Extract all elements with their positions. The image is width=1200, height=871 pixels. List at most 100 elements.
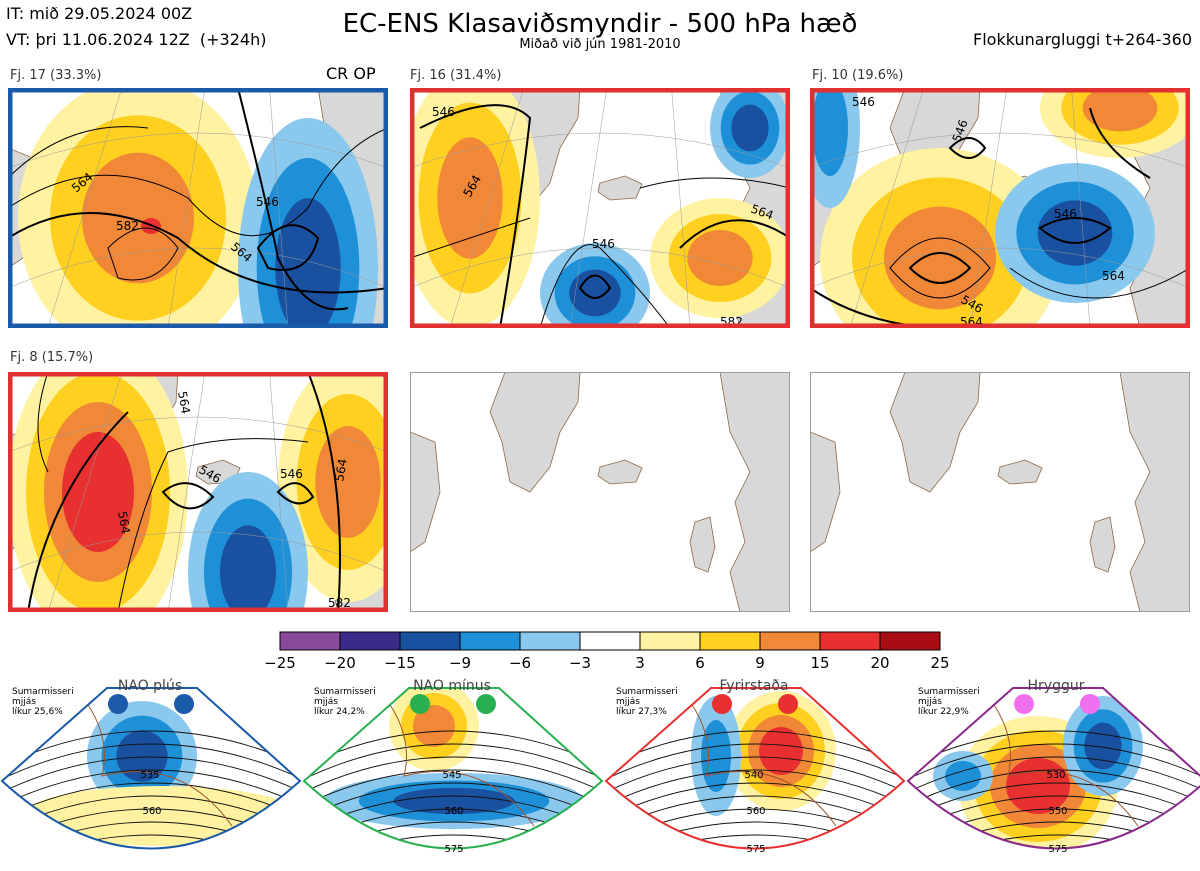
- negative-anomaly: [238, 118, 378, 328]
- contour-line: [908, 252, 972, 284]
- greenland-shape: [489, 372, 581, 493]
- colorbar-swatch: [579, 631, 641, 651]
- contour-line: [639, 177, 790, 189]
- regime-contour: [304, 730, 602, 767]
- regime-name: NAO mínus: [413, 678, 491, 694]
- empty-map-1: [410, 372, 790, 612]
- iceland-shape: [597, 459, 643, 485]
- regime-contour-label: 560: [444, 806, 463, 817]
- regime-contour: [2, 769, 300, 806]
- america-shape: [810, 431, 841, 553]
- regime-info: Sumarmisseri: [616, 687, 678, 697]
- contour-line: [237, 88, 349, 311]
- regime-contour-label: 575: [1048, 844, 1067, 855]
- page-subtitle: Miðað við jún 1981-2010: [519, 37, 681, 52]
- regime-info: Sumarmisseri: [918, 687, 980, 697]
- colorbar-tick: −25: [264, 654, 296, 672]
- regime-info: líkur 27,3%: [616, 707, 667, 717]
- contour-line: [539, 244, 671, 328]
- contour-label: 564: [115, 510, 133, 535]
- contour-label: 546: [432, 105, 455, 119]
- regime-border: [0, 687, 302, 850]
- land-outline: [410, 372, 790, 612]
- regime-dot: [410, 694, 430, 714]
- regime-name: Fyrirstaða: [720, 678, 789, 694]
- colorbar-swatch: [819, 631, 881, 651]
- page-title: EC-ENS Klasaviðsmyndir - 500 hPa hæð: [342, 9, 858, 39]
- cluster-border: [810, 88, 1190, 328]
- colorbar-swatch: [759, 631, 821, 651]
- cluster-map-3: 546 546 546 564 546 564: [810, 88, 1190, 328]
- negative-anomaly: [188, 472, 308, 612]
- regime-name: NAO plús: [118, 678, 182, 694]
- colorbar-tick: 9: [755, 654, 765, 672]
- colorbar-swatch: [459, 631, 521, 651]
- graticule: [8, 372, 388, 612]
- regime-dot: [778, 694, 798, 714]
- regime-contour-label: 540: [744, 770, 763, 781]
- europe-shape: [1119, 372, 1190, 612]
- colorbar-tick: 3: [635, 654, 645, 672]
- contour-line: [1009, 267, 1190, 299]
- regime-dot: [1080, 694, 1100, 714]
- positive-anomaly: [410, 88, 540, 328]
- regime-info: Sumarmisseri: [314, 687, 376, 697]
- regime-info: líkur 22,9%: [918, 707, 969, 717]
- valid-time: VT: þri 11.06.2024 12Z (+324h): [6, 30, 267, 49]
- contour-line: [37, 372, 49, 473]
- regime-border: [906, 687, 1200, 850]
- initial-time: IT: mið 29.05.2024 00Z: [6, 4, 193, 23]
- regime-info: líkur 24,2%: [314, 707, 365, 717]
- regime-border: [604, 687, 906, 850]
- regime-contour: [304, 769, 602, 806]
- colorbar-swatch: [879, 631, 941, 651]
- colorbar-tick: −6: [509, 654, 531, 672]
- contour-line: [889, 237, 991, 299]
- regime-contour: [606, 834, 904, 849]
- negative-anomaly: [1063, 696, 1143, 796]
- colorbar-swatch: [699, 631, 761, 651]
- british-isles-shape: [1089, 516, 1116, 573]
- regime-info: Sumarmisseri: [12, 687, 74, 697]
- regime-contour: [908, 730, 1200, 767]
- regime-contour-label: 575: [444, 844, 463, 855]
- regime-contour: [2, 756, 300, 793]
- regime-contour-label: 535: [140, 770, 159, 781]
- contour-line: [161, 482, 215, 510]
- colorbar-swatch: [279, 631, 341, 651]
- regime-contour: [606, 769, 904, 806]
- crop-label: CR OP: [326, 64, 376, 83]
- contour-line: [419, 104, 532, 328]
- regime-contour-label: 575: [746, 844, 765, 855]
- europe-shape: [719, 372, 790, 612]
- regime-contour: [908, 769, 1200, 806]
- cluster-label: Fj. 8 (15.7%): [10, 350, 94, 365]
- regime-contour: [606, 743, 904, 780]
- contour-label: 564: [175, 390, 193, 415]
- cluster-map-2: 546 564 546 564 582: [410, 88, 790, 328]
- regime-coastline: [987, 695, 1139, 827]
- regime-contour-label: 545: [442, 770, 461, 781]
- cluster-label: Fj. 16 (31.4%): [410, 68, 502, 83]
- cluster-border: [8, 88, 388, 328]
- contour-label: 582: [328, 596, 351, 610]
- negative-anomaly: [810, 88, 860, 208]
- contour-line: [307, 372, 341, 612]
- colorbar-tick: −3: [569, 654, 591, 672]
- regime-contour: [304, 834, 602, 849]
- regime-contour: [2, 730, 300, 767]
- regime-name: Hryggur: [1028, 678, 1085, 694]
- contour-line: [410, 217, 531, 259]
- regime-contour: [304, 756, 602, 793]
- contour-line: [1038, 217, 1112, 244]
- regime-dot: [174, 694, 194, 714]
- positive-anomaly: [18, 88, 258, 328]
- negative-anomaly: [691, 696, 741, 816]
- regime-info: mjjás: [12, 697, 36, 707]
- regime-contour: [908, 782, 1200, 819]
- contour-label: 564: [1102, 269, 1125, 283]
- contour-line: [948, 137, 987, 159]
